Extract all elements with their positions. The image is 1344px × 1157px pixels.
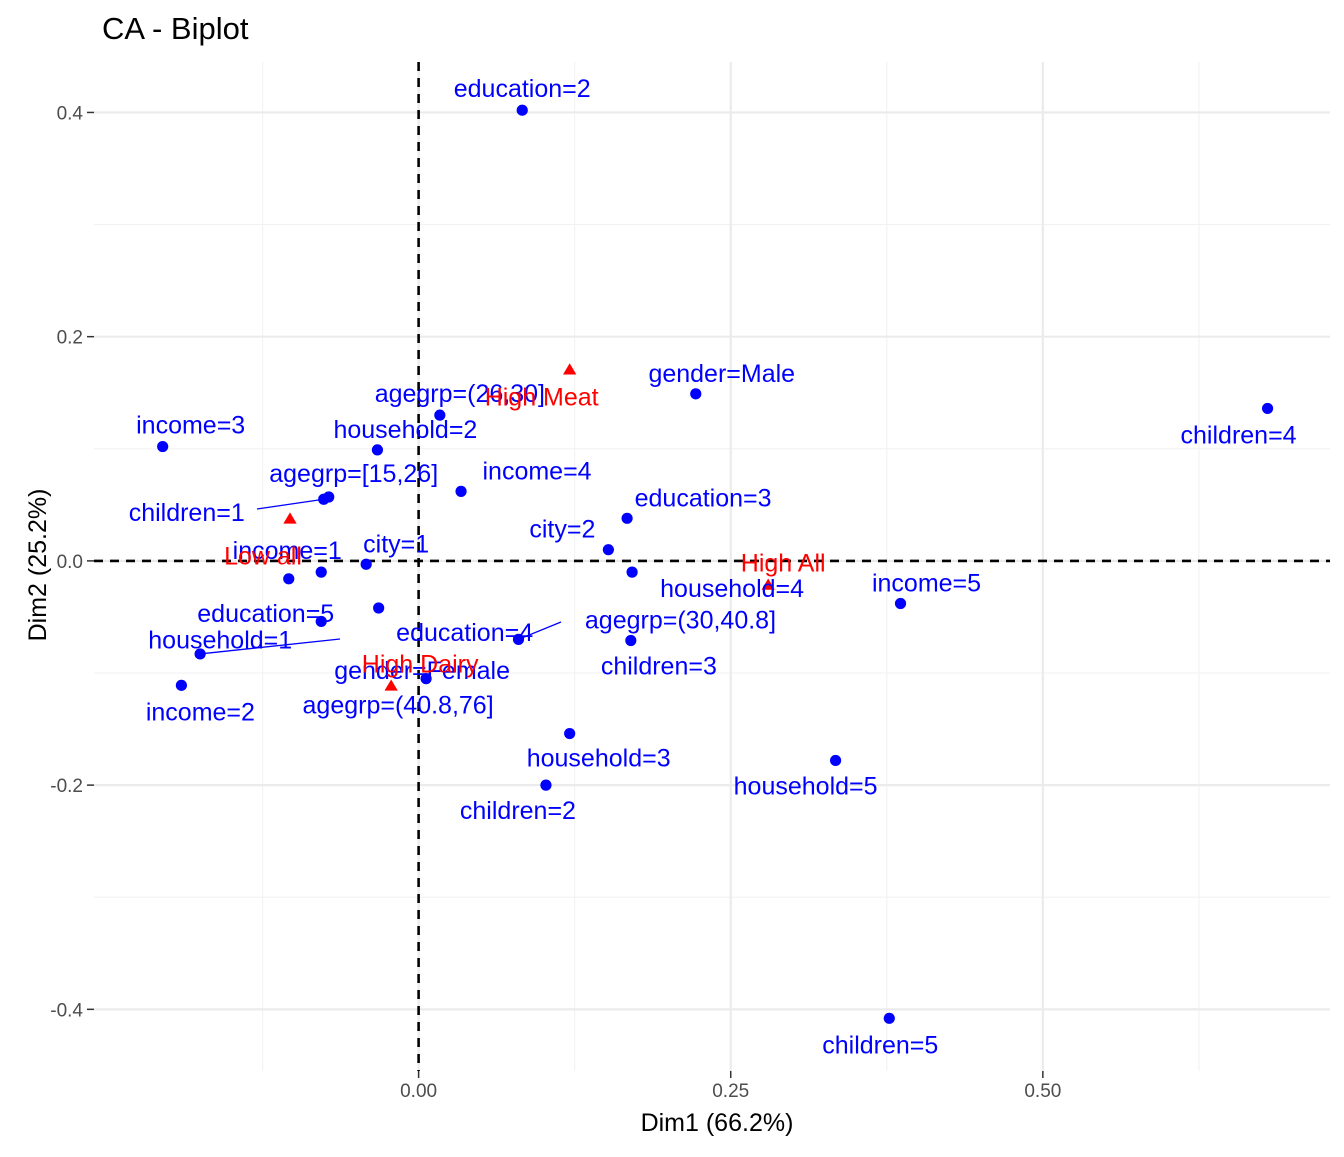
x-axis-title: Dim1 (66.2%) (641, 1109, 794, 1137)
point-label: education=4 (396, 619, 533, 647)
point-label: children=5 (822, 1031, 938, 1059)
point-marker (564, 727, 576, 740)
point-marker (373, 602, 385, 614)
point-marker (830, 754, 842, 767)
leader-line (518, 621, 562, 640)
y-axis-ticks: -0.4 -0.2 0.0 0.2 0.4 (50, 103, 94, 1021)
point-marker (434, 409, 446, 421)
point-marker (315, 566, 327, 578)
y-tick-label: -0.4 (50, 1000, 83, 1021)
triangle-marker (563, 363, 577, 375)
point-marker (371, 444, 384, 456)
leader-line (256, 498, 324, 510)
chart-title: CA - Biplot (102, 11, 249, 46)
point-label: education=3 (635, 484, 772, 512)
point-marker (315, 615, 327, 628)
point-label: gender=Male (648, 360, 795, 388)
point-label: gender=Female (334, 657, 510, 685)
point-label: household=2 (333, 416, 477, 444)
point-marker (157, 440, 169, 453)
point-label: household=5 (734, 772, 878, 800)
y-tick-label: 0.2 (57, 328, 83, 349)
point-labels: education=2 gender=Male children=4 agegrp=(… (129, 75, 1297, 1059)
chart-marks (157, 104, 1274, 1024)
point-marker (175, 679, 187, 691)
point-marker (690, 388, 702, 400)
point-marker (516, 104, 528, 116)
point-label: household=4 (660, 575, 804, 603)
point-marker (283, 573, 295, 585)
point-label: household=1 (148, 626, 292, 654)
y-tick-label: 0.4 (57, 103, 84, 124)
triangle-marker (761, 578, 775, 590)
point-marker (621, 512, 633, 524)
point-marker (602, 544, 614, 556)
point-marker (512, 633, 525, 645)
x-tick-label: 0.00 (400, 1081, 437, 1102)
point-marker (1261, 402, 1274, 415)
y-tick-label: -0.2 (50, 776, 83, 797)
point-label: city=1 (363, 530, 429, 558)
zero-reference-lines (94, 62, 1330, 1071)
x-tick-label: 0.25 (712, 1081, 749, 1102)
point-label: income=4 (482, 457, 591, 485)
point-label: Low all (224, 542, 302, 570)
x-axis-ticks: 0.00 0.25 0.50 (400, 1071, 1061, 1102)
point-label: education=2 (454, 75, 591, 103)
point-marker (360, 558, 372, 570)
point-label: agegrp=(40.8,76] (303, 692, 494, 720)
triangle-marker (384, 679, 398, 691)
point-label: income=5 (872, 569, 981, 597)
point-label: children=3 (601, 652, 717, 680)
point-label: children=1 (129, 499, 245, 527)
point-label: household=3 (527, 745, 671, 773)
point-marker (194, 648, 206, 660)
point-label: children=4 (1181, 421, 1297, 449)
minor-gridlines (94, 62, 1330, 1071)
point-label: children=2 (460, 797, 576, 825)
point-label: city=2 (529, 516, 595, 544)
point-label: High Meat (485, 383, 599, 411)
x-tick-label: 0.50 (1024, 1081, 1061, 1102)
y-tick-label: 0.0 (57, 552, 83, 573)
point-label: agegrp=(30,40.8] (585, 606, 776, 634)
point-marker (540, 779, 552, 791)
point-label: income=1 (233, 537, 342, 565)
point-marker (625, 634, 637, 647)
point-label: High Dairy (362, 650, 479, 678)
leader-line (200, 638, 341, 655)
point-label: High All (741, 550, 826, 578)
point-marker (626, 566, 638, 578)
label-leader-lines (200, 498, 562, 655)
point-label: agegrp=[15,26] (269, 460, 438, 488)
point-marker (455, 485, 467, 497)
point-marker (894, 597, 907, 610)
point-label: agegrp=(26,30] (375, 380, 545, 408)
point-label: income=2 (146, 698, 255, 726)
point-marker (420, 673, 432, 685)
point-marker (883, 1012, 895, 1024)
point-marker (318, 493, 330, 505)
point-label: income=3 (136, 412, 245, 440)
triangle-marker (283, 512, 297, 524)
point-label: education=5 (197, 600, 334, 628)
y-axis-title: Dim2 (25.2%) (24, 489, 52, 642)
